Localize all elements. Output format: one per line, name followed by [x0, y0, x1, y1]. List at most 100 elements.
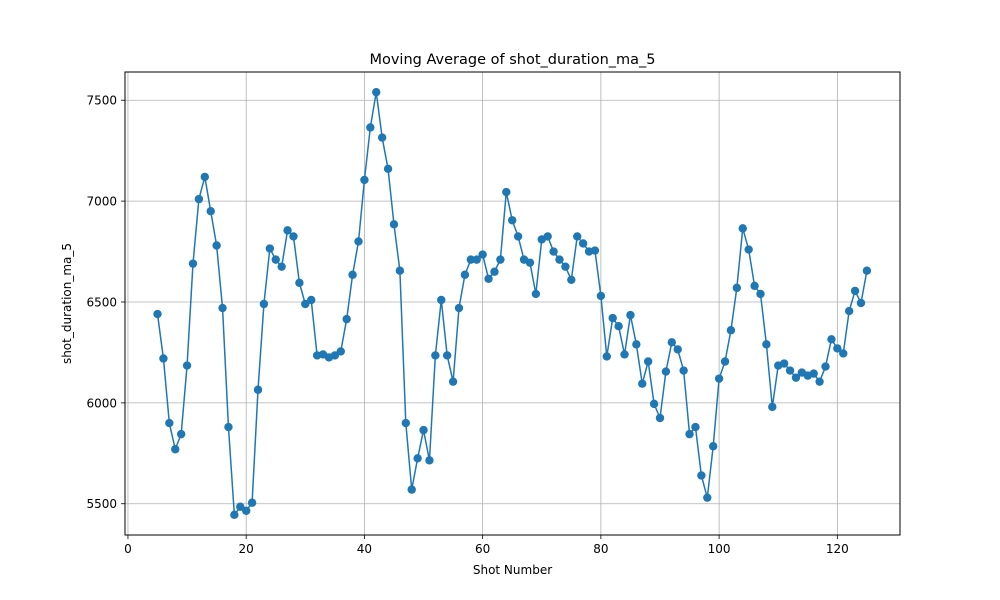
data-point [555, 255, 564, 264]
data-point [844, 306, 854, 316]
x-axis-ticks: 0 20 40 60 80 100 120 [124, 535, 849, 556]
y-tick-label: 6500 [86, 295, 117, 309]
data-point [856, 298, 866, 308]
data-point [159, 354, 168, 363]
data-point [236, 502, 245, 511]
y-axis-label: shot_duration_ma_5 [60, 243, 74, 364]
data-point [673, 345, 682, 354]
data-point [490, 267, 499, 276]
data-point [638, 379, 647, 388]
data-point [165, 418, 174, 428]
data-point [188, 259, 198, 268]
data-point [153, 309, 162, 319]
data-point [655, 413, 665, 423]
y-tick-label: 7000 [86, 195, 117, 209]
data-point [478, 250, 487, 259]
data-point [224, 422, 233, 432]
x-tick-label: 40 [357, 542, 372, 556]
x-tick-label: 60 [475, 542, 490, 556]
data-point [401, 418, 410, 428]
data-point [850, 286, 860, 296]
x-axis-label: Shot Number [473, 563, 552, 577]
data-point [348, 270, 357, 279]
data-point [732, 283, 742, 293]
data-point [762, 340, 771, 349]
data-point [295, 278, 304, 288]
data-point [661, 367, 671, 376]
data-series [153, 87, 872, 520]
data-point [265, 244, 275, 253]
data-point [679, 366, 688, 375]
data-point [608, 313, 617, 323]
data-point [212, 241, 221, 250]
data-point [484, 274, 493, 283]
data-point [649, 399, 659, 409]
data-point [791, 373, 801, 382]
data-point [703, 493, 712, 502]
data-point [182, 361, 192, 370]
data-point [419, 425, 428, 435]
data-point [738, 224, 747, 233]
data-point [230, 510, 239, 520]
data-point [567, 275, 576, 284]
x-tick-label: 80 [593, 542, 608, 556]
data-point [442, 351, 452, 360]
data-point [685, 429, 694, 439]
data-point [437, 295, 446, 305]
data-point [561, 262, 570, 271]
data-point [454, 303, 464, 313]
data-point [667, 338, 677, 347]
data-point [377, 133, 387, 142]
data-point [720, 357, 730, 366]
data-point [472, 255, 481, 264]
data-point [466, 255, 476, 264]
data-point [626, 310, 635, 320]
data-point [354, 237, 363, 246]
data-point [301, 299, 310, 309]
data-point [602, 352, 611, 361]
data-point [513, 232, 523, 241]
data-point [389, 220, 399, 229]
data-point [413, 454, 422, 463]
x-tick-label: 100 [708, 542, 731, 556]
data-point [171, 445, 180, 454]
data-point [508, 216, 517, 225]
data-point [525, 258, 535, 267]
data-point [336, 347, 345, 356]
x-tick-label: 20 [239, 542, 254, 556]
data-point [277, 262, 286, 271]
y-axis-ticks: 5500 6000 6500 7000 7500 [86, 94, 125, 511]
data-point [839, 349, 848, 358]
data-point [360, 175, 369, 185]
data-point [259, 299, 269, 309]
chart-title: Moving Average of shot_duration_ma_5 [369, 52, 655, 68]
data-point [714, 374, 724, 383]
data-point [330, 351, 340, 360]
data-point [827, 335, 836, 344]
y-tick-label: 6000 [86, 396, 117, 410]
data-point [768, 402, 777, 412]
data-point [342, 314, 351, 324]
data-point [815, 377, 824, 386]
data-point [502, 187, 511, 197]
data-point [643, 357, 653, 366]
data-point [176, 429, 186, 439]
data-point [206, 207, 215, 216]
data-point [372, 87, 381, 97]
data-point [726, 326, 736, 335]
data-point [543, 232, 552, 241]
data-point [218, 303, 227, 313]
data-point [821, 362, 830, 371]
data-point [271, 255, 280, 264]
y-tick-label: 5500 [86, 497, 117, 511]
data-point [448, 377, 458, 386]
data-point [200, 172, 210, 182]
data-point [750, 281, 759, 291]
data-point [573, 232, 582, 241]
data-point [496, 255, 505, 264]
data-point [549, 247, 558, 256]
data-point [407, 485, 416, 494]
data-point [590, 246, 600, 255]
data-point [247, 498, 257, 507]
data-point [744, 245, 753, 254]
